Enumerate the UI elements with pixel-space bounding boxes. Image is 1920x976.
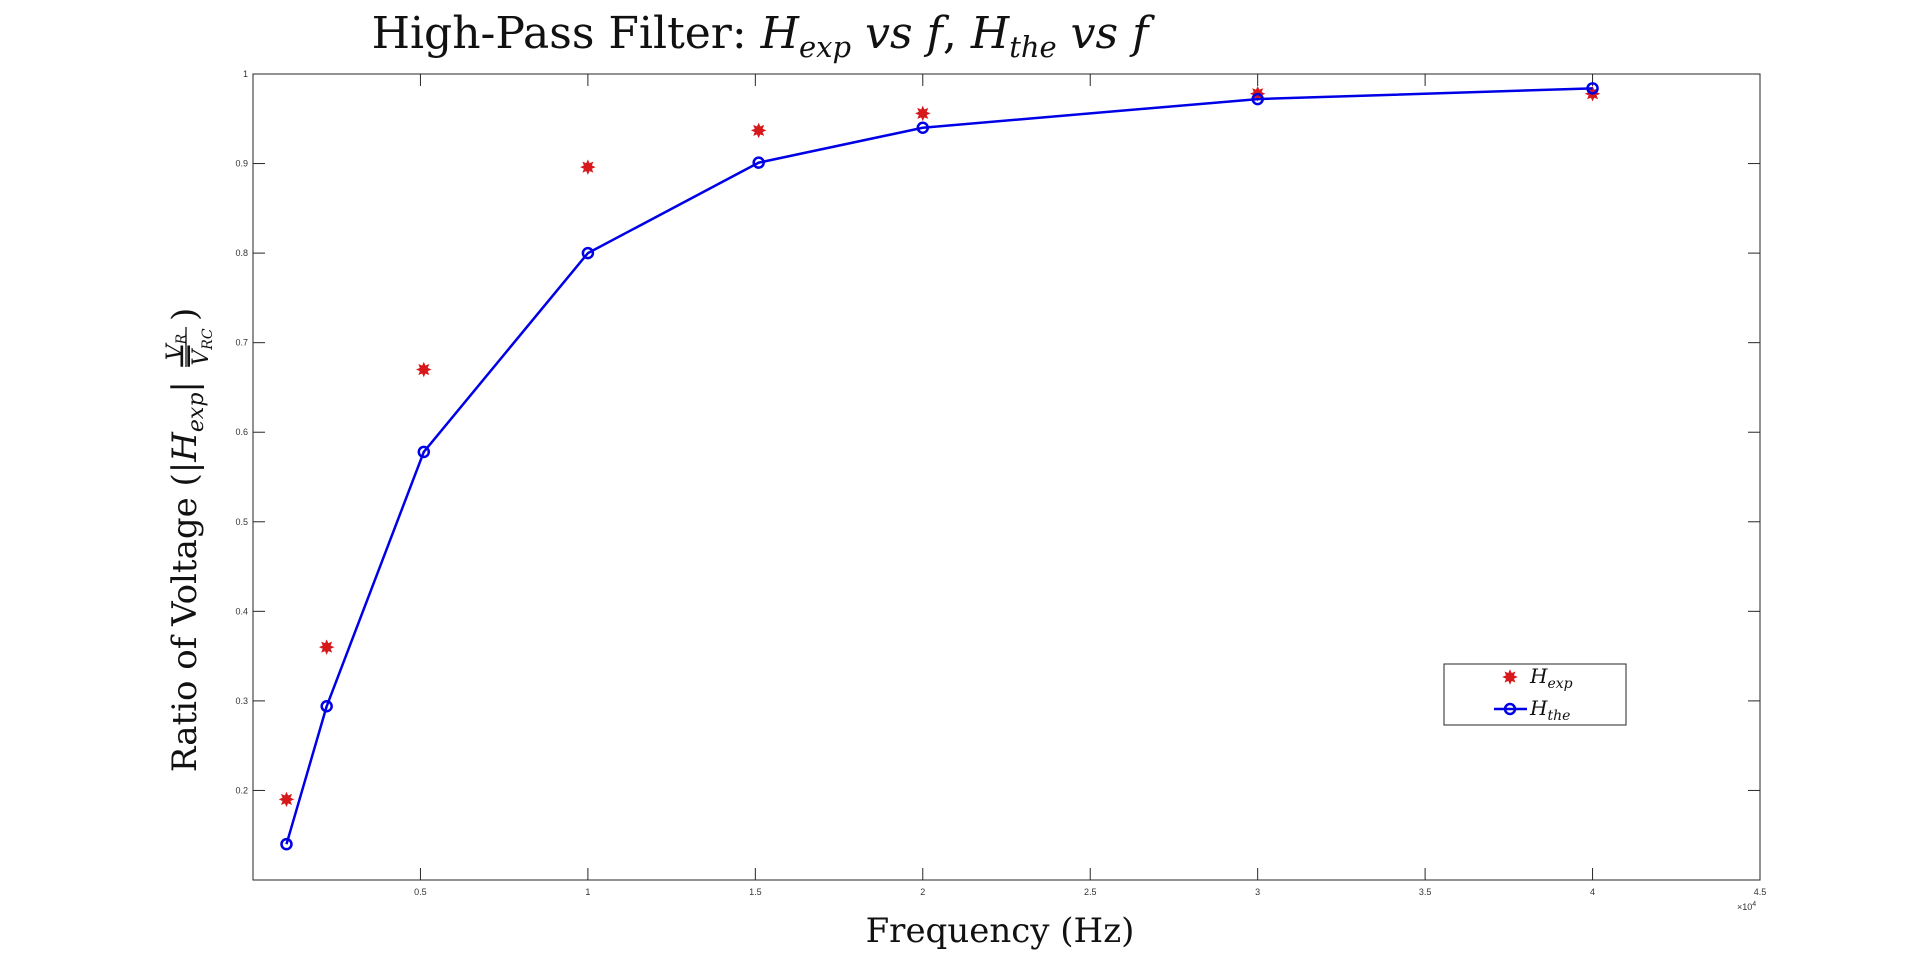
data-point-exp [750,122,767,139]
y-label-main: Ratio of Voltage (|Hexp| = [165,342,209,772]
title-prefix: High-Pass Filter: [372,8,761,59]
plot-area-frame [252,73,1761,881]
x-tick-label: 2 [920,887,925,897]
data-point-the [1251,92,1264,106]
y-tick-label: 1 [243,69,248,79]
title-f-2: f [1129,8,1155,59]
series-the [280,82,1599,851]
data-point-the [752,156,765,169]
series-line-the [285,87,1593,845]
data-point-exp [278,791,295,808]
y-tick-label: 0.3 [235,696,248,706]
x-exponent-power: 4 [1752,901,1756,908]
legend-h-exp-label: Hexp [1529,664,1573,692]
y-label-mid: | = [165,342,205,393]
data-point-exp [915,105,931,122]
chart-title: High-Pass Filter: Hexp vs f, Hthe vs f [372,8,1156,64]
legend-h-exp-name: H [1529,664,1548,688]
data-point-the [581,246,595,260]
y-tick-label: 0.5 [235,517,248,527]
legend-h-the-marker [1503,702,1517,716]
x-tick-label: 3 [1255,887,1260,897]
title-h-the-sub: the [1009,30,1057,64]
y-label-denominator-v: V [189,348,214,366]
y-label-denominator: VRC [189,328,216,365]
data-point-exp [580,159,596,175]
legend-h-the-sub: the [1547,708,1570,724]
x-axis-label: Frequency (Hz) [866,911,1135,951]
y-tick-label: 0.7 [235,338,248,348]
y-tick-label: 0.2 [235,785,248,795]
x-axis-ticks: 0.5 1 1.5 2 2.5 3 3.5 4 4.5 [414,74,1766,897]
y-tick-label: 0.6 [235,427,248,437]
data-point-the [320,700,333,713]
legend-h-exp-sub: exp [1547,676,1572,692]
data-point-exp [416,361,432,378]
data-point-the [417,445,431,459]
y-tick-label: 0.8 [235,248,248,258]
legend-star-marker [1502,669,1518,685]
y-tick-label: 0.4 [235,606,248,616]
x-tick-label: 3.5 [1419,887,1432,897]
y-label-numerator-sub: R [174,333,190,345]
y-label-h-sub: exp [184,393,209,433]
title-vs-1: vs [851,8,926,59]
legend-h-exp-marker [1502,669,1518,685]
x-axis-exponent-label: ×104 [1737,901,1756,912]
y-label-denominator-sub: RC [200,328,216,351]
x-tick-label: 1.5 [749,887,762,897]
x-exponent-base: ×10 [1737,902,1752,912]
title-vs-2: vs [1057,8,1132,59]
data-point-the [1586,82,1599,95]
title-h-the: H [970,8,1011,59]
data-point-exp [318,639,335,655]
x-tick-label: 1 [585,887,590,897]
y-tick-label: 0.9 [235,159,248,169]
title-h-exp: H [760,8,801,59]
y-label-h: H [165,431,205,463]
y-label-prefix: Ratio of Voltage (| [165,462,205,772]
y-label-suffix: ) [165,308,205,321]
x-tick-label: 4.5 [1754,887,1767,897]
series-exp [278,85,1601,808]
title-h-exp-sub: exp [799,30,851,64]
y-label-fraction: VR VRC ) [163,308,216,367]
legend-box [1443,663,1627,726]
x-tick-label: 2.5 [1084,887,1097,897]
legend: Hexp Hthe [1443,663,1627,726]
data-point-the [916,121,930,134]
x-tick-label: 0.5 [414,887,427,897]
legend-h-the-name: H [1529,696,1548,720]
title-separator: , [943,8,971,59]
data-point-the [280,837,293,851]
legend-h-the-label: Hthe [1529,696,1570,724]
y-axis-ticks: 0.2 0.3 0.4 0.5 0.6 0.7 0.8 0.9 1 [235,69,1760,795]
x-tick-label: 4 [1590,887,1595,897]
series-layer [278,82,1601,851]
y-axis-label: Ratio of Voltage (|Hexp| = VR VRC ) [163,308,216,772]
y-label-numerator-v: V [163,342,188,360]
